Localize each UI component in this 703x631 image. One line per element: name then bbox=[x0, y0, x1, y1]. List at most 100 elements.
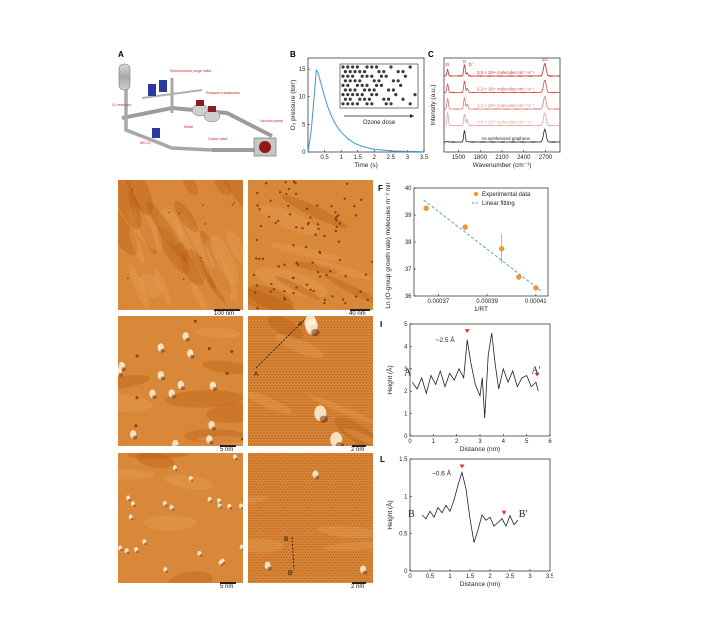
lattice-dot bbox=[370, 467, 372, 470]
lattice-dot bbox=[283, 462, 285, 465]
lattice-dot bbox=[320, 527, 323, 530]
lattice-dot bbox=[269, 580, 272, 582]
inset-lattice-atom bbox=[408, 93, 412, 97]
lattice-dot bbox=[257, 517, 260, 520]
stm-background bbox=[248, 180, 373, 310]
lattice-dot bbox=[278, 486, 281, 488]
lattice-dot bbox=[327, 376, 329, 379]
lattice-dot bbox=[293, 406, 296, 409]
lattice-dot bbox=[326, 465, 329, 467]
lattice-dot bbox=[314, 365, 317, 368]
lattice-dot bbox=[341, 559, 344, 561]
lattice-dot bbox=[304, 359, 307, 362]
lattice-dot bbox=[335, 475, 338, 478]
lattice-dot bbox=[271, 561, 273, 564]
lattice-dot bbox=[266, 316, 269, 317]
stm-image-e bbox=[248, 180, 373, 310]
inset-lattice-atom bbox=[413, 65, 417, 69]
lattice-dot bbox=[317, 370, 320, 373]
lattice-dot bbox=[253, 404, 256, 406]
lattice-dot bbox=[248, 501, 251, 504]
lattice-dot bbox=[370, 488, 372, 491]
defect-pit bbox=[354, 214, 358, 217]
lattice-dot bbox=[363, 362, 366, 365]
lattice-dot bbox=[355, 577, 357, 580]
lattice-dot bbox=[289, 551, 291, 554]
lattice-dot bbox=[370, 546, 372, 548]
lattice-dot bbox=[340, 567, 342, 569]
inset-lattice-atom bbox=[341, 93, 345, 97]
lattice-dot bbox=[335, 506, 338, 509]
lattice-dot bbox=[301, 577, 303, 580]
lattice-dot bbox=[263, 496, 266, 499]
lattice-dot bbox=[248, 359, 249, 362]
lattice-dot bbox=[296, 329, 299, 331]
lattice-dot bbox=[288, 393, 291, 395]
lattice-dot bbox=[371, 538, 373, 540]
lattice-dot bbox=[277, 434, 280, 437]
feature-shadow bbox=[362, 570, 367, 575]
lattice-dot bbox=[260, 527, 263, 530]
lattice-dot bbox=[351, 329, 353, 331]
lattice-dot bbox=[347, 465, 350, 467]
lattice-dot bbox=[319, 530, 321, 533]
lattice-dot bbox=[370, 384, 373, 387]
lattice-dot bbox=[346, 342, 349, 345]
lattice-dot bbox=[330, 426, 333, 429]
lattice-dot bbox=[284, 496, 287, 499]
lattice-dot bbox=[354, 317, 357, 320]
lattice-dot bbox=[272, 553, 275, 556]
lattice-dot bbox=[307, 409, 310, 412]
lattice-dot bbox=[322, 488, 324, 491]
lattice-dot bbox=[265, 556, 267, 559]
lattice-dot bbox=[306, 334, 309, 337]
lattice-dot bbox=[370, 499, 372, 501]
lattice-dot bbox=[367, 499, 369, 501]
lattice-dot bbox=[291, 404, 294, 406]
lattice-dot bbox=[269, 522, 272, 525]
lattice-dot bbox=[319, 499, 321, 501]
lattice-dot bbox=[313, 462, 315, 465]
terrace-shade bbox=[182, 180, 199, 196]
lattice-dot bbox=[254, 480, 257, 483]
lattice-dot bbox=[327, 437, 329, 440]
lattice-dot bbox=[307, 393, 310, 395]
lattice-dot bbox=[250, 473, 252, 475]
inset-lattice-atom bbox=[367, 97, 371, 101]
lattice-dot bbox=[311, 486, 314, 488]
defect-pit bbox=[316, 271, 320, 274]
lattice-dot bbox=[290, 522, 293, 525]
lattice-dot bbox=[312, 351, 315, 354]
terrace-shade bbox=[174, 219, 210, 287]
lattice-dot bbox=[365, 420, 368, 423]
defect-pit bbox=[282, 296, 286, 300]
lattice-dot bbox=[311, 404, 313, 406]
lattice-dot bbox=[338, 329, 341, 331]
lattice-dot bbox=[250, 499, 252, 501]
lattice-dot bbox=[323, 331, 326, 334]
lattice-dot bbox=[274, 429, 277, 432]
lattice-dot bbox=[262, 556, 264, 559]
lattice-dot bbox=[339, 415, 342, 418]
lattice-dot bbox=[283, 345, 286, 348]
lattice-dot bbox=[359, 348, 361, 351]
lattice-dot bbox=[266, 480, 269, 483]
lattice-dot bbox=[307, 551, 309, 554]
lattice-dot bbox=[263, 409, 265, 412]
lattice-dot bbox=[312, 368, 315, 370]
lattice-dot bbox=[360, 351, 363, 354]
lattice-dot bbox=[355, 354, 358, 356]
lattice-dot bbox=[284, 501, 287, 504]
lattice-dot bbox=[344, 533, 347, 535]
lattice-dot bbox=[337, 525, 339, 527]
lattice-dot bbox=[275, 506, 278, 509]
inset-lattice-atom bbox=[403, 65, 407, 69]
lattice-dot bbox=[299, 564, 302, 567]
lattice-dot bbox=[292, 473, 294, 475]
lattice-dot bbox=[354, 418, 357, 420]
lattice-dot bbox=[285, 359, 288, 362]
lattice-dot bbox=[332, 574, 335, 577]
lattice-dot bbox=[334, 493, 336, 496]
lattice-dot bbox=[347, 564, 350, 567]
lattice-dot bbox=[355, 525, 357, 527]
